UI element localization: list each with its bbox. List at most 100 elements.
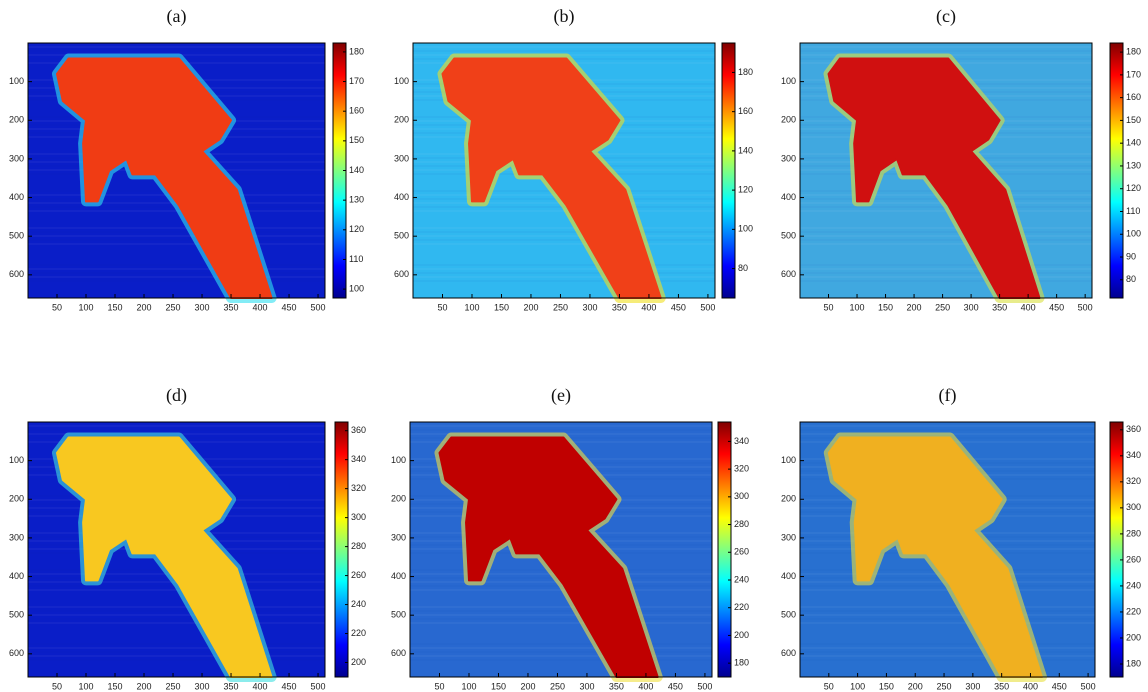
x-tick-label: 50: [437, 302, 447, 312]
colorbar-tick-label: 180: [734, 658, 749, 668]
x-tick-label: 300: [582, 302, 597, 312]
panel-title: (e): [551, 385, 571, 406]
colorbar: [717, 421, 732, 678]
plot-frame: [799, 42, 1093, 299]
x-tick-label: 300: [195, 681, 210, 691]
y-tick-label: 500: [781, 231, 796, 241]
x-tick-label: 350: [612, 302, 627, 312]
colorbar-tick-label: 220: [1126, 606, 1141, 616]
plot-frame: [27, 421, 326, 678]
y-tick-label: 200: [9, 115, 24, 125]
colorbar-tick-label: 220: [351, 628, 366, 638]
x-tick-label: 500: [697, 681, 712, 691]
x-tick-label: 300: [964, 302, 979, 312]
x-tick-label: 200: [520, 681, 535, 691]
x-tick-label: 500: [311, 302, 326, 312]
y-tick-label: 600: [9, 269, 24, 279]
x-tick-label: 500: [1078, 302, 1093, 312]
x-tick-label: 400: [1021, 302, 1036, 312]
colorbar-tick-label: 120: [738, 184, 753, 194]
panel-title: (f): [939, 385, 957, 406]
y-tick-label: 600: [781, 269, 796, 279]
colorbar-tick-label: 80: [738, 263, 748, 273]
x-tick-label: 250: [553, 302, 568, 312]
y-tick-label: 600: [9, 648, 24, 658]
x-tick-label: 50: [52, 681, 62, 691]
y-tick-label: 200: [781, 115, 796, 125]
colorbar-tick-label: 340: [1126, 450, 1141, 460]
x-tick-label: 400: [638, 681, 653, 691]
y-tick-label: 400: [391, 571, 406, 581]
colorbar-tick-label: 320: [351, 483, 366, 493]
y-tick-label: 100: [391, 455, 406, 465]
x-tick-label: 50: [434, 681, 444, 691]
colorbar-tick-label: 300: [734, 491, 749, 501]
y-tick-label: 300: [781, 153, 796, 163]
colorbar-tick-label: 160: [1126, 92, 1141, 102]
panel-title: (a): [167, 6, 187, 27]
x-tick-label: 450: [1049, 302, 1064, 312]
y-tick-label: 100: [9, 455, 24, 465]
colorbar-tick-label: 140: [349, 165, 364, 175]
y-tick-label: 100: [781, 455, 796, 465]
panel: (e) 50 100 150 200 250 300 350 400 450 500 100 200 30…: [391, 385, 749, 691]
colorbar-tick-label: 360: [351, 425, 366, 435]
panel: (b) 50 100 150 200 250 300 350 400 450 500 100 200 30…: [394, 6, 753, 312]
panel: (d) 50 100 150 200 250 300 350 400 450 500 100 200 30…: [9, 385, 366, 691]
x-tick-label: 350: [224, 681, 239, 691]
x-tick-label: 250: [935, 302, 950, 312]
colorbar-tick-label: 260: [734, 547, 749, 557]
x-tick-label: 200: [907, 302, 922, 312]
x-tick-label: 450: [1052, 681, 1067, 691]
colorbar: [1109, 421, 1124, 678]
x-tick-label: 150: [107, 681, 122, 691]
x-tick-label: 300: [195, 302, 210, 312]
x-tick-label: 100: [78, 681, 93, 691]
x-tick-label: 200: [523, 302, 538, 312]
colorbar-tick-label: 140: [738, 145, 753, 155]
x-tick-label: 150: [107, 302, 122, 312]
colorbar-tick-label: 170: [1126, 69, 1141, 79]
y-tick-label: 200: [391, 494, 406, 504]
y-tick-label: 500: [9, 610, 24, 620]
y-tick-label: 400: [394, 192, 409, 202]
colorbar-tick-label: 160: [349, 106, 364, 116]
y-tick-label: 300: [394, 153, 409, 163]
colorbar-tick-label: 340: [734, 436, 749, 446]
x-tick-label: 450: [282, 681, 297, 691]
y-tick-label: 500: [391, 610, 406, 620]
x-tick-label: 100: [78, 302, 93, 312]
x-tick-label: 300: [579, 681, 594, 691]
x-tick-label: 350: [994, 681, 1009, 691]
x-tick-label: 100: [464, 302, 479, 312]
x-tick-label: 50: [52, 302, 62, 312]
colorbar-tick-label: 180: [738, 67, 753, 77]
colorbar-tick-label: 240: [734, 574, 749, 584]
x-tick-label: 400: [1023, 681, 1038, 691]
colorbar-tick-label: 160: [738, 106, 753, 116]
y-tick-label: 300: [9, 153, 24, 163]
x-tick-label: 500: [311, 681, 326, 691]
x-tick-label: 250: [550, 681, 565, 691]
colorbar-tick-label: 110: [349, 254, 363, 264]
colorbar-tick-label: 320: [1126, 476, 1141, 486]
colorbar-tick-label: 140: [1126, 138, 1141, 148]
plot-frame: [409, 421, 713, 678]
y-tick-label: 300: [391, 532, 406, 542]
y-tick-label: 100: [781, 76, 796, 86]
plot-frame: [27, 42, 326, 299]
x-tick-label: 150: [491, 681, 506, 691]
y-tick-label: 500: [394, 231, 409, 241]
colorbar-tick-label: 260: [1126, 554, 1141, 564]
colorbar-tick-label: 170: [349, 76, 364, 86]
colorbar-tick-label: 120: [1126, 183, 1141, 193]
y-tick-label: 400: [781, 571, 796, 581]
y-tick-label: 100: [9, 76, 24, 86]
y-tick-label: 300: [9, 532, 24, 542]
colorbar: [1109, 42, 1124, 299]
x-tick-label: 450: [282, 302, 297, 312]
colorbar-tick-label: 280: [1126, 528, 1141, 538]
colorbar-tick-label: 360: [1126, 424, 1141, 434]
y-tick-label: 500: [781, 610, 796, 620]
y-tick-label: 400: [781, 192, 796, 202]
